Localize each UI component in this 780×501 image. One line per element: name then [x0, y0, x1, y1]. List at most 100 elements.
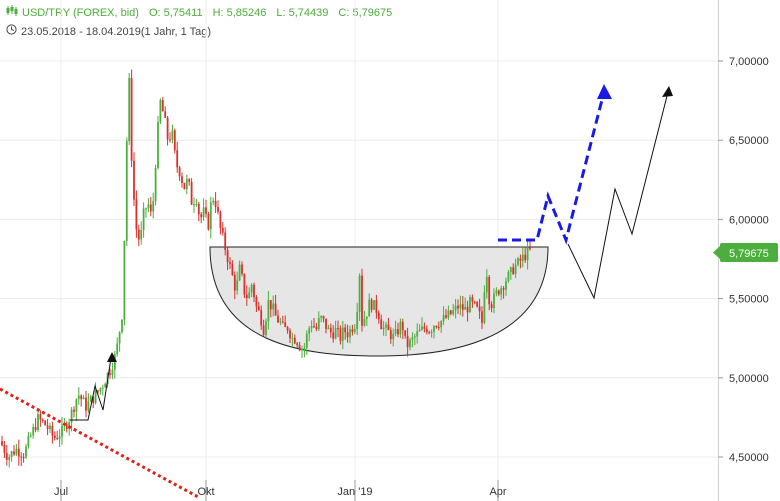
candle-body: [243, 273, 246, 295]
low-value: L: 5,74439: [276, 6, 329, 19]
candle-body: [104, 383, 107, 388]
candle-body: [301, 348, 303, 351]
candle-body: [413, 336, 416, 338]
candle-body: [133, 160, 135, 200]
quote-line: USD/TRY (FOREX, bid) O: 5,75411 H: 5,852…: [6, 5, 392, 20]
candle-body: [296, 343, 299, 346]
candle-body: [73, 409, 75, 412]
candle-body: [233, 275, 236, 291]
candle-body: [135, 199, 138, 230]
candle-body: [490, 304, 493, 309]
candle-body: [457, 305, 459, 309]
candle-body: [329, 327, 332, 333]
candlestick-icon: [6, 5, 18, 20]
candle-body: [260, 310, 263, 326]
candle-body: [41, 419, 44, 421]
candle-body: [394, 329, 397, 334]
candle-body: [425, 328, 428, 333]
candle-body: [469, 297, 471, 313]
candle-body: [279, 321, 282, 323]
candle-body: [53, 435, 56, 438]
candle-body: [332, 332, 335, 339]
candle-body: [303, 347, 306, 349]
candle-body: [253, 284, 255, 298]
candle-body: [433, 325, 435, 332]
candle-body: [399, 321, 402, 335]
range-line: 23.05.2018 - 18.04.2019 (1 Jahr, 1 Tag): [6, 24, 392, 39]
forecast-black-path: [567, 91, 669, 300]
candle-body: [471, 297, 474, 302]
candle-body: [85, 397, 87, 411]
candle-body: [255, 297, 258, 307]
x-tick-label: Jan '19: [337, 486, 372, 498]
candle-body: [3, 445, 6, 454]
candle-body: [368, 299, 371, 317]
candle-body: [183, 182, 186, 190]
candle-body: [265, 321, 267, 335]
candle-body: [488, 276, 491, 305]
candle-body: [497, 290, 500, 295]
candle-body: [509, 267, 512, 273]
candle-body: [411, 337, 414, 340]
candle-body: [464, 306, 467, 310]
candle-body: [161, 99, 164, 112]
candle-body: [77, 395, 80, 400]
candle-body: [97, 390, 99, 392]
candle-body: [226, 249, 229, 263]
candle-body: [377, 312, 380, 320]
candle-body: [365, 316, 368, 319]
candle-body: [435, 325, 438, 328]
candle-body: [1, 441, 3, 446]
candle-body: [61, 425, 63, 437]
forecast-blue-path: [498, 91, 606, 245]
candle-body: [401, 321, 404, 331]
candle-body: [22, 456, 25, 458]
last-price-badge: 5,79675: [713, 243, 778, 262]
candle-body: [197, 203, 200, 215]
candle-body: [178, 167, 181, 177]
candle-body: [344, 327, 347, 333]
candle-body: [507, 272, 510, 282]
candle-body: [80, 395, 83, 400]
candle-body: [339, 328, 342, 341]
candle-body: [524, 254, 527, 261]
candle-body: [380, 319, 383, 330]
candle-body: [404, 330, 407, 336]
cup-pattern: [209, 246, 549, 357]
candle-body: [82, 397, 85, 400]
candle-body: [286, 327, 289, 331]
candle-body: [315, 326, 318, 330]
candle-body: [39, 414, 42, 420]
candle-body: [109, 373, 111, 375]
candle-body: [116, 343, 119, 355]
candle-body: [200, 214, 203, 218]
y-tick-label: 5,00000: [729, 373, 769, 385]
candle-body: [205, 207, 207, 214]
candle-body: [459, 304, 462, 309]
candle-body: [27, 436, 30, 447]
candle-body: [476, 302, 479, 307]
forecast-blue-arrow-icon: [597, 84, 612, 99]
candle-body: [217, 207, 219, 212]
candle-body: [209, 202, 212, 230]
candle-body: [188, 179, 191, 182]
candle-body: [10, 451, 13, 457]
candle-body: [123, 240, 126, 320]
candle-body: [37, 414, 39, 431]
candle-body: [202, 207, 205, 218]
candle-body: [473, 301, 476, 303]
candle-body: [416, 331, 419, 337]
y-tick-label: 7,00000: [729, 56, 769, 68]
candle-body: [224, 232, 227, 250]
candle-body: [298, 345, 301, 351]
candle-body: [169, 139, 171, 141]
candle-body: [89, 396, 92, 402]
breakout-line: [70, 357, 112, 421]
candle-body: [75, 399, 78, 412]
candle-body: [58, 436, 61, 439]
candle-body: [94, 390, 97, 404]
last-price-label: 5,79675: [729, 248, 769, 260]
candle-body: [130, 78, 133, 161]
